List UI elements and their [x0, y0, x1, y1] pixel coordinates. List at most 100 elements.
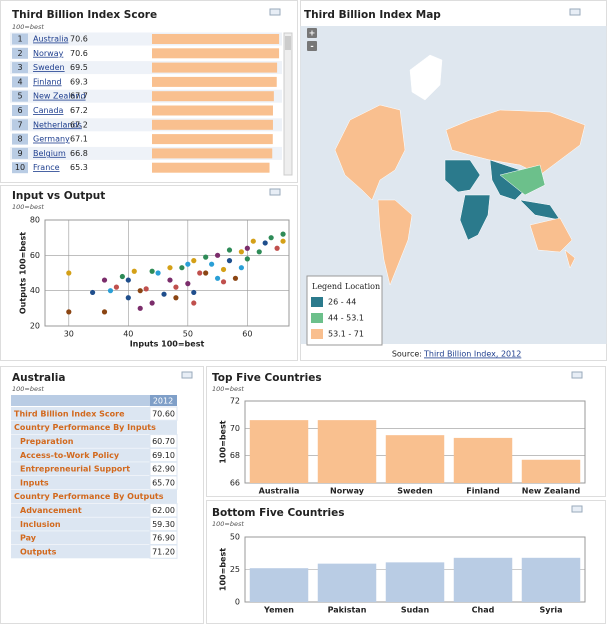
score-bar — [152, 148, 273, 159]
rank: 8 — [17, 135, 22, 144]
point — [131, 268, 137, 274]
legend-swatch — [311, 297, 323, 307]
x-tick-label: 50 — [183, 330, 193, 339]
score-bar — [152, 91, 274, 102]
subtitle: 100=best — [12, 203, 44, 211]
score: 67.7 — [70, 92, 88, 101]
menu-icons — [181, 8, 583, 513]
point — [244, 245, 250, 251]
y-tick-label: 60 — [30, 251, 40, 260]
rank-box — [12, 133, 28, 145]
score: 67.2 — [70, 106, 88, 115]
point — [203, 254, 209, 260]
y-tick-label: 72 — [230, 397, 240, 406]
score-bar — [152, 105, 273, 116]
country-link[interactable]: Belgium — [33, 149, 66, 158]
plot-area — [44, 219, 290, 327]
y-tick-label: 0 — [235, 598, 240, 607]
zoom-button[interactable]: - — [307, 41, 317, 51]
bar — [453, 557, 513, 602]
legend-swatch — [311, 313, 323, 323]
point — [226, 247, 233, 253]
point — [125, 277, 131, 283]
row-bg — [11, 531, 177, 545]
x-tick-label: Norway — [330, 487, 365, 496]
country-link[interactable]: New Zealand — [33, 92, 86, 101]
country-link[interactable]: Germany — [33, 135, 70, 144]
row-bg — [11, 503, 177, 517]
score-bar — [152, 119, 273, 130]
point — [250, 238, 256, 244]
country-link[interactable]: Sweden — [33, 63, 65, 72]
rank: 9 — [17, 149, 22, 158]
x-tick-label: Chad — [472, 606, 495, 615]
rank: 7 — [17, 120, 22, 129]
value-cell — [149, 503, 178, 518]
country-link[interactable]: Netherlands — [33, 120, 82, 129]
point — [101, 309, 108, 315]
y-axis-label: 100=best — [219, 548, 228, 591]
point — [220, 266, 227, 273]
bar — [317, 563, 377, 602]
bar — [521, 459, 581, 483]
row-bg — [11, 448, 177, 462]
point — [90, 289, 96, 296]
x-axis-label: Inputs 100=best — [130, 340, 205, 349]
row-label: Pay — [20, 534, 37, 543]
point — [161, 291, 167, 297]
point — [143, 286, 149, 292]
row-label: Advancement — [20, 506, 82, 515]
map-title: Third Billion Index Map — [304, 9, 441, 21]
x-tick-label: 40 — [123, 330, 133, 339]
year: 2012 — [153, 397, 173, 406]
zoom-button[interactable]: + — [307, 28, 317, 38]
point — [280, 231, 286, 237]
chart-title: Input vs Output — [12, 190, 105, 202]
value-cell — [149, 475, 178, 490]
score: 67.2 — [70, 120, 88, 129]
country-link[interactable]: Norway — [33, 49, 64, 58]
score: 66.8 — [70, 149, 88, 158]
source-link[interactable]: Third Billion Index, 2012 — [423, 350, 521, 359]
value: 65.70 — [152, 478, 175, 487]
value: 62.90 — [152, 465, 175, 474]
x-tick-label: Australia — [259, 487, 300, 496]
legend-subtitle: Location — [345, 282, 380, 291]
rank: 3 — [17, 63, 22, 72]
point — [191, 300, 197, 306]
y-axis-label: 100=best — [219, 420, 228, 463]
point — [220, 279, 227, 285]
y-axis-label: Outputs 100=best — [19, 232, 28, 314]
y-tick-label: 50 — [230, 533, 240, 542]
rank-box — [12, 76, 28, 88]
point — [226, 258, 233, 264]
score: 65.3 — [70, 163, 88, 172]
subtitle: 100=best — [12, 385, 44, 393]
score-bar — [152, 48, 280, 59]
score: 70.6 — [70, 35, 88, 44]
country-link[interactable]: France — [33, 163, 60, 172]
point — [173, 284, 179, 290]
score-bar — [152, 62, 278, 73]
row-bg — [11, 407, 177, 421]
country-link[interactable]: Finland — [33, 77, 62, 86]
y-tick-label: 66 — [230, 479, 240, 488]
row-label: Outputs — [20, 547, 57, 556]
subtitle: 100=best — [212, 385, 244, 393]
row-bg — [11, 517, 177, 531]
y-tick-label: 25 — [230, 565, 240, 574]
point — [214, 275, 221, 281]
point — [107, 288, 114, 294]
legend-label: 53.1 - 71 — [328, 330, 364, 339]
row-bg — [11, 434, 177, 448]
country-link[interactable]: Australia — [33, 35, 68, 44]
point — [238, 249, 244, 255]
country-link[interactable]: Canada — [33, 106, 64, 115]
score: 67.1 — [70, 135, 88, 144]
point — [137, 288, 143, 294]
row-bg — [11, 476, 177, 490]
y-tick-label: 40 — [30, 286, 40, 295]
value: 62.00 — [152, 506, 175, 515]
x-tick-label: 30 — [64, 330, 74, 339]
value: 69.10 — [152, 451, 175, 460]
